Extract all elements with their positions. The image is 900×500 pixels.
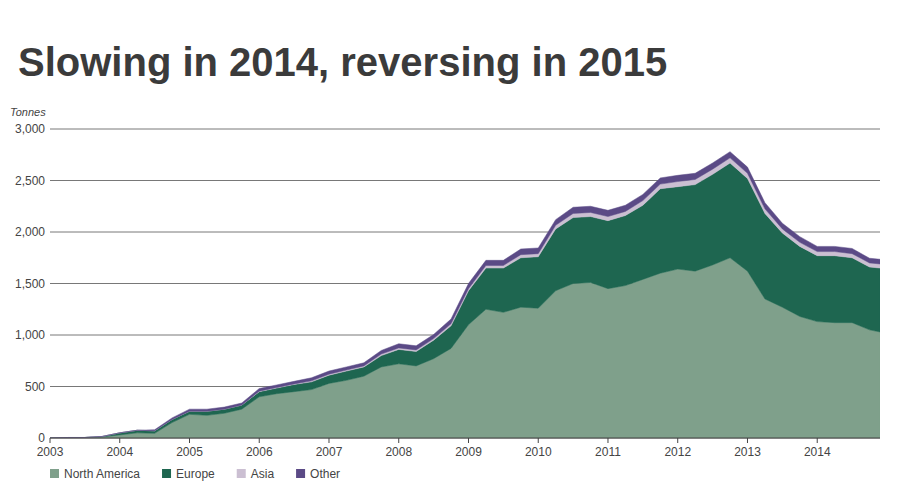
legend-label: Asia	[251, 467, 275, 481]
area	[50, 163, 880, 438]
x-tick	[468, 438, 469, 443]
y-tick-label: 1,000	[15, 328, 45, 342]
x-tick	[189, 438, 190, 443]
x-tick	[119, 438, 120, 443]
x-tick-label: 2004	[106, 445, 133, 459]
plot-area	[50, 152, 880, 438]
legend-swatch	[50, 469, 59, 478]
x-axis	[50, 438, 880, 439]
x-tick-label: 2013	[734, 445, 761, 459]
y-tick-label: 2,000	[15, 225, 45, 239]
x-tick	[259, 438, 260, 443]
legend-label: Other	[310, 467, 340, 481]
x-tick-label: 2005	[176, 445, 203, 459]
y-axis-label: Tonnes	[10, 106, 46, 118]
x-tick	[677, 438, 678, 443]
x-tick	[607, 438, 608, 443]
x-tick	[747, 438, 748, 443]
legend-label: Europe	[176, 467, 215, 481]
legend-label: North America	[64, 467, 140, 481]
grid-line	[50, 129, 880, 130]
grid-line	[50, 180, 880, 181]
y-tick-label: 3,000	[15, 122, 45, 136]
x-tick	[50, 438, 51, 443]
y-tick-label: 0	[38, 431, 45, 445]
chart: Slowing in 2014, reversing in 2015 Tonnes…	[0, 0, 900, 500]
y-tick-label: 2,500	[15, 174, 45, 188]
x-tick-label: 2010	[525, 445, 552, 459]
x-tick-label: 2008	[385, 445, 412, 459]
legend-swatch	[162, 469, 171, 478]
x-tick	[398, 438, 399, 443]
x-tick-label: 2007	[316, 445, 343, 459]
x-tick-label: 2014	[804, 445, 831, 459]
area	[50, 158, 880, 438]
y-tick-label: 1,500	[15, 277, 45, 291]
x-tick-label: 2011	[595, 445, 621, 459]
x-tick-label: 2003	[37, 445, 64, 459]
legend-swatch	[296, 469, 305, 478]
x-tick-label: 2012	[664, 445, 691, 459]
area	[50, 152, 880, 438]
legend-swatch	[237, 469, 246, 478]
x-tick	[538, 438, 539, 443]
grid-line	[50, 438, 880, 439]
x-tick-label: 2006	[246, 445, 273, 459]
x-tick	[817, 438, 818, 443]
title: Slowing in 2014, reversing in 2015	[18, 40, 667, 84]
area	[50, 258, 880, 438]
y-tick-label: 500	[25, 380, 45, 394]
x-tick-label: 2009	[455, 445, 482, 459]
x-tick	[328, 438, 329, 443]
